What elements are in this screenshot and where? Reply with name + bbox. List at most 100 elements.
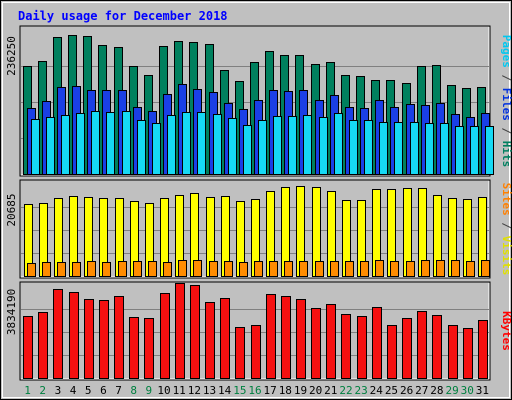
bar-kbytes-29 <box>448 325 458 379</box>
bar-sites-6 <box>102 262 111 277</box>
bar-pages-3 <box>61 115 70 175</box>
bar-pages-29 <box>455 126 464 175</box>
bar-pages-4 <box>76 113 85 175</box>
panel-hits: 236250 Pages / Files / Hits <box>5 25 512 177</box>
bar-kbytes-22 <box>341 314 351 379</box>
x-tick-label-1: 1 <box>24 384 31 397</box>
x-tick-label-27: 27 <box>415 384 428 397</box>
bar-sites-2 <box>42 262 51 277</box>
bar-kbytes-18 <box>281 296 291 379</box>
x-tick-label-8: 8 <box>130 384 137 397</box>
bar-kbytes-30 <box>463 328 473 379</box>
x-tick-label-4: 4 <box>70 384 77 397</box>
bar-pages-15 <box>243 125 252 175</box>
x-tick-label-2: 2 <box>39 384 46 397</box>
panels-layer: 236250 Pages / Files / Hits 20685 Sites / V… <box>5 25 512 381</box>
bar-kbytes-4 <box>69 292 79 379</box>
x-tick-label-20: 20 <box>309 384 322 397</box>
x-tick-label-10: 10 <box>157 384 170 397</box>
bar-pages-11 <box>182 112 191 175</box>
axis-label-part: / <box>500 68 512 88</box>
bar-pages-6 <box>106 112 115 175</box>
bar-sites-1 <box>27 263 36 277</box>
bar-kbytes-6 <box>99 300 109 379</box>
bar-pages-24 <box>379 122 388 175</box>
x-tick-label-18: 18 <box>279 384 292 397</box>
bar-sites-19 <box>299 261 308 277</box>
axis-label-part: Visits <box>500 236 512 276</box>
bar-sites-28 <box>436 260 445 277</box>
series-kbytes <box>23 283 488 379</box>
bar-kbytes-19 <box>296 299 306 379</box>
x-tick-label-29: 29 <box>445 384 458 397</box>
x-tick-label-24: 24 <box>370 384 384 397</box>
bar-kbytes-26 <box>402 318 412 379</box>
bar-sites-8 <box>133 261 142 277</box>
bar-kbytes-28 <box>432 315 442 379</box>
x-tick-label-31: 31 <box>476 384 489 397</box>
x-tick-label-26: 26 <box>400 384 413 397</box>
x-tick-label-25: 25 <box>385 384 398 397</box>
bar-kbytes-16 <box>251 325 261 379</box>
bar-sites-29 <box>451 260 460 277</box>
axis-label-part: / <box>500 121 512 141</box>
bar-kbytes-10 <box>160 293 170 379</box>
x-tick-label-16: 16 <box>248 384 261 397</box>
panel-max-label: 236250 <box>5 36 18 76</box>
bar-kbytes-5 <box>84 299 94 379</box>
bar-pages-9 <box>152 123 161 175</box>
x-tick-label-21: 21 <box>324 384 337 397</box>
bar-sites-24 <box>375 260 384 277</box>
bar-sites-17 <box>269 261 278 277</box>
x-tick-label-14: 14 <box>218 384 232 397</box>
bar-pages-5 <box>91 111 100 175</box>
bar-pages-7 <box>122 111 131 175</box>
x-tick-label-12: 12 <box>188 384 201 397</box>
x-tick-label-13: 13 <box>203 384 216 397</box>
bar-pages-17 <box>273 116 282 175</box>
panel-kbytes: 3834190 KBytes <box>5 281 512 381</box>
bar-kbytes-24 <box>372 307 382 379</box>
x-tick-label-28: 28 <box>430 384 443 397</box>
x-tick-label-5: 5 <box>85 384 92 397</box>
bar-kbytes-7 <box>114 296 124 379</box>
bar-sites-30 <box>466 261 475 277</box>
axis-label-part: Sites <box>500 183 512 216</box>
bar-kbytes-31 <box>478 320 488 379</box>
bar-kbytes-8 <box>129 317 139 379</box>
bar-kbytes-20 <box>311 308 321 379</box>
bar-kbytes-11 <box>175 283 185 379</box>
x-tick-label-15: 15 <box>233 384 246 397</box>
bar-sites-12 <box>193 260 202 277</box>
bar-kbytes-17 <box>266 294 276 379</box>
x-tick-label-19: 19 <box>294 384 307 397</box>
bar-pages-27 <box>425 123 434 175</box>
bar-pages-20 <box>319 117 328 175</box>
bar-pages-30 <box>470 126 479 175</box>
series-pages <box>31 111 494 175</box>
bar-pages-10 <box>167 115 176 175</box>
bar-sites-5 <box>87 261 96 277</box>
bar-kbytes-14 <box>220 298 230 379</box>
bar-kbytes-25 <box>387 325 397 379</box>
bar-sites-21 <box>330 261 339 277</box>
axis-label-part: Hits <box>500 141 512 168</box>
x-tick-label-7: 7 <box>115 384 122 397</box>
x-tick-label-23: 23 <box>355 384 368 397</box>
axis-label-part: KBytes <box>500 311 512 351</box>
bar-pages-18 <box>288 116 297 175</box>
bar-kbytes-1 <box>23 316 33 379</box>
bar-sites-16 <box>254 261 263 277</box>
axis-label-part: / <box>500 216 512 236</box>
bar-pages-22 <box>349 120 358 175</box>
x-tick-label-3: 3 <box>55 384 62 397</box>
bar-pages-25 <box>394 122 403 175</box>
bar-sites-13 <box>209 261 218 277</box>
bar-sites-9 <box>148 261 157 277</box>
axis-label-part: Files <box>500 88 512 121</box>
bar-pages-31 <box>485 126 494 175</box>
bar-pages-8 <box>137 120 146 175</box>
bar-kbytes-9 <box>144 318 154 379</box>
panel-max-label: 3834190 <box>5 289 18 335</box>
